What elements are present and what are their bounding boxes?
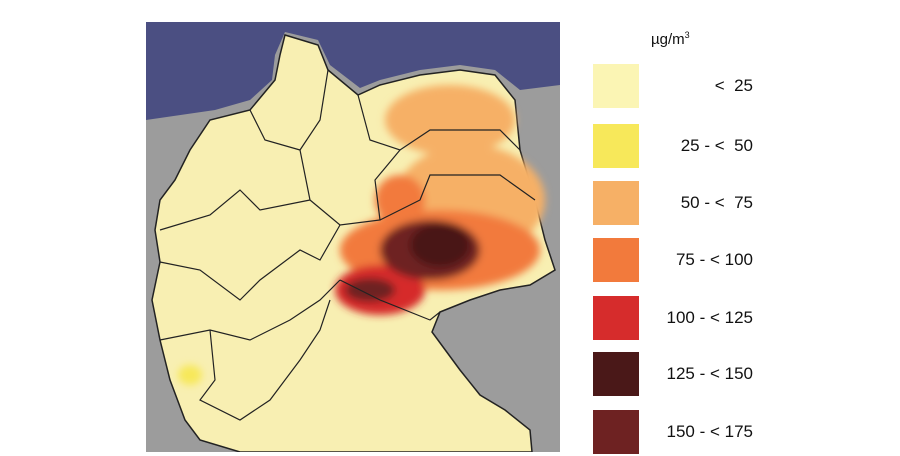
legend-swatch bbox=[593, 238, 639, 282]
legend-item: 25 - < 50 bbox=[593, 124, 753, 170]
legend-item: 75 - < 100 bbox=[593, 238, 753, 284]
legend-label: 75 - < 100 bbox=[675, 250, 753, 269]
legend-item: < 25 bbox=[593, 64, 753, 110]
legend-label: 25 - < 50 bbox=[680, 136, 753, 155]
legend-item: 150 - < 175 bbox=[593, 410, 753, 456]
legend-swatch bbox=[593, 181, 639, 225]
legend-item: 50 - < 75 bbox=[593, 181, 753, 227]
legend-label: 150 - < 175 bbox=[666, 422, 754, 441]
legend-label: < 25 bbox=[714, 76, 753, 95]
sea bbox=[146, 22, 560, 120]
legend-swatch bbox=[593, 296, 639, 340]
legend-swatch bbox=[593, 124, 639, 168]
state-borders bbox=[159, 69, 536, 421]
legend-label: 100 - < 125 bbox=[666, 308, 754, 327]
legend-item: 100 - < 125 bbox=[593, 296, 753, 342]
legend-swatch bbox=[593, 410, 639, 454]
germany-concentration-map bbox=[146, 22, 560, 452]
legend-swatch bbox=[593, 352, 639, 396]
legend-label: 125 - < 150 bbox=[666, 364, 754, 383]
legend-item: 125 - < 150 bbox=[593, 352, 753, 398]
legend-label: 50 - < 75 bbox=[680, 193, 753, 212]
legend-swatch bbox=[593, 64, 639, 108]
legend-unit: µg/m3 bbox=[651, 30, 690, 48]
concentration-hotspots bbox=[178, 85, 545, 385]
